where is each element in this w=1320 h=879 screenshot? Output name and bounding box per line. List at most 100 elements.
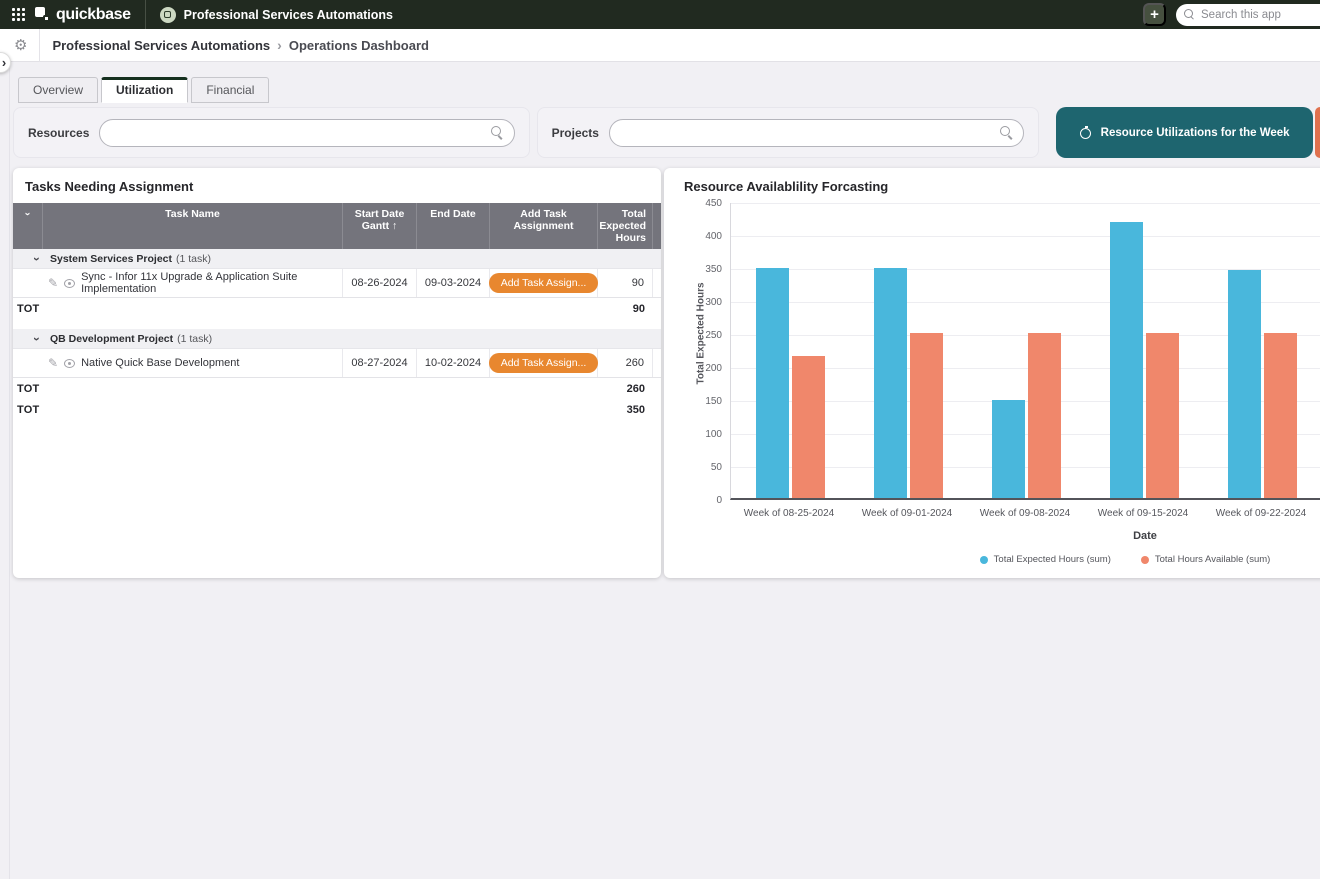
view-record-icon[interactable] <box>64 278 76 288</box>
edit-record-icon[interactable]: ✎ <box>48 276 59 290</box>
table-row: ✎ Native Quick Base Development 08-27-20… <box>13 349 661 378</box>
total-expected-hours: 90 <box>598 269 653 297</box>
group-total-value: 90 <box>632 302 645 315</box>
gear-icon[interactable]: ⚙ <box>14 36 28 54</box>
chart-bar-group <box>1203 203 1320 498</box>
chart-bar[interactable] <box>1263 333 1297 498</box>
current-app-link[interactable]: Professional Services Automations <box>159 6 393 23</box>
chart-bar[interactable] <box>1145 333 1179 498</box>
group-name: QB Development Project <box>50 332 174 345</box>
column-header-start-date[interactable]: Start Date Gantt ↑ <box>343 203 417 249</box>
chart-bar[interactable] <box>991 399 1025 498</box>
table-title: Tasks Needing Assignment <box>25 179 194 194</box>
chart-gridline <box>731 401 1320 402</box>
app-switcher-grid-icon[interactable] <box>12 8 25 21</box>
app-search-box[interactable] <box>1176 3 1320 26</box>
add-new-button[interactable]: + <box>1143 3 1166 26</box>
chart-bar[interactable] <box>873 267 907 498</box>
chevron-down-icon[interactable]: › <box>30 256 44 261</box>
projects-filter-input[interactable] <box>619 125 1001 140</box>
row-spacer <box>653 349 661 377</box>
chart-y-tick-label: 450 <box>705 198 722 209</box>
legend-item[interactable]: Total Hours Available (sum) <box>1140 554 1270 565</box>
chart-x-tick-label: Week of 09-15-2024 <box>1097 508 1189 519</box>
chevron-right-icon: › <box>1 55 7 70</box>
chart-bar-group <box>731 203 849 498</box>
app-search-input[interactable] <box>1201 8 1301 21</box>
table-header-row: › Task Name Start Date Gantt ↑ End Date … <box>13 203 661 249</box>
chart-y-tick-label: 200 <box>705 363 722 374</box>
chart-gridline <box>731 368 1320 369</box>
chart-bar[interactable] <box>755 267 789 498</box>
add-task-assignment-button[interactable]: Add Task Assign... <box>488 273 599 293</box>
chart-bar[interactable] <box>1109 222 1143 498</box>
chart-y-tick-label: 150 <box>705 396 722 407</box>
group-gap <box>13 319 661 329</box>
topbar-divider <box>144 0 146 29</box>
chart-gridline <box>731 434 1320 435</box>
chart-y-tick-label: 300 <box>705 297 722 308</box>
column-header-task-name[interactable]: Task Name <box>43 203 343 249</box>
edit-record-icon[interactable]: ✎ <box>48 356 59 370</box>
chevron-down-icon[interactable]: › <box>30 336 44 341</box>
week-button-label: Resource Utilizations for the Week <box>1100 126 1290 139</box>
legend-dot-icon <box>979 555 988 564</box>
table-row: ✎ Sync - Infor 11x Upgrade & Application… <box>13 269 661 298</box>
breadcrumb-app-link[interactable]: Professional Services Automations <box>52 37 271 53</box>
group-total-value: 260 <box>626 382 645 395</box>
search-icon <box>490 126 504 139</box>
column-header-total-expected-hours[interactable]: Total Expected Hours <box>598 203 653 249</box>
quickbase-logo[interactable]: quickbase <box>35 6 131 24</box>
chart-bar[interactable] <box>791 356 825 498</box>
end-date: 10-02-2024 <box>417 349 490 377</box>
chart-bar[interactable] <box>1027 333 1061 498</box>
column-header-end-date[interactable]: End Date <box>417 203 490 249</box>
task-name[interactable]: Sync - Infor 11x Upgrade & Application S… <box>81 271 298 295</box>
row-gutter <box>13 269 43 297</box>
cutoff-orange-button[interactable] <box>1315 107 1320 158</box>
view-record-icon[interactable] <box>64 358 76 368</box>
resources-filter-input[interactable] <box>110 125 491 140</box>
breadcrumb-current-page: Operations Dashboard <box>288 37 429 53</box>
search-icon <box>1000 126 1013 139</box>
quickbase-logo-icon <box>35 7 50 22</box>
resources-filter-input-wrap[interactable] <box>99 118 515 147</box>
chart-y-tick-label: 50 <box>710 462 722 473</box>
tab-overview[interactable]: Overview <box>18 77 99 103</box>
resource-utilizations-week-button[interactable]: Resource Utilizations for the Week <box>1056 107 1314 158</box>
chevron-down-icon: › <box>21 212 34 216</box>
tasks-needing-assignment-widget: Tasks Needing Assignment › Task Name Sta… <box>13 168 661 578</box>
group-row-system-services[interactable]: › System Services Project (1 task) <box>13 249 661 269</box>
projects-filter-input-wrap[interactable] <box>608 118 1025 147</box>
dashboard-widgets-row: Tasks Needing Assignment › Task Name Sta… <box>13 168 1320 578</box>
quickbase-logo-text: quickbase <box>56 5 131 23</box>
group-total-row: TOT 90 <box>13 298 661 319</box>
chart-x-tick-label: Week of 08-25-2024 <box>743 508 835 519</box>
column-header-add-task-assignment[interactable]: Add Task Assignment <box>490 203 598 249</box>
tab-financial[interactable]: Financial <box>191 77 270 103</box>
group-task-count: (1 task) <box>177 332 213 345</box>
search-icon <box>1184 9 1195 20</box>
table-header-expand-all[interactable]: › <box>13 203 43 249</box>
chart-title: Resource Availablility Forcasting <box>684 179 889 194</box>
start-date: 08-27-2024 <box>343 349 417 377</box>
chart-x-tick-label: Week of 09-22-2024 <box>1215 508 1307 519</box>
filter-row: Resources Projects Resource Utilizations… <box>13 107 1320 158</box>
chart-y-tick-label: 0 <box>716 495 722 506</box>
chart-bar[interactable] <box>1227 270 1261 498</box>
chart-bar-group <box>849 203 967 498</box>
chart-bar[interactable] <box>909 333 943 498</box>
group-task-count: (1 task) <box>176 252 212 265</box>
chart-x-axis-label: Date <box>1133 530 1157 542</box>
add-task-assignment-button[interactable]: Add Task Assign... <box>488 353 599 373</box>
resources-filter-label: Resources <box>28 125 90 140</box>
chart-gridline <box>731 269 1320 270</box>
total-label: TOT <box>17 302 40 315</box>
group-row-qb-development[interactable]: › QB Development Project (1 task) <box>13 329 661 349</box>
task-name[interactable]: Native Quick Base Development <box>81 357 240 369</box>
grand-total-row: TOT 350 <box>13 399 661 420</box>
chart-y-tick-label: 400 <box>705 231 722 242</box>
tab-utilization[interactable]: Utilization <box>101 77 189 103</box>
legend-item[interactable]: Total Expected Hours (sum) <box>979 554 1111 565</box>
start-date: 08-26-2024 <box>343 269 417 297</box>
